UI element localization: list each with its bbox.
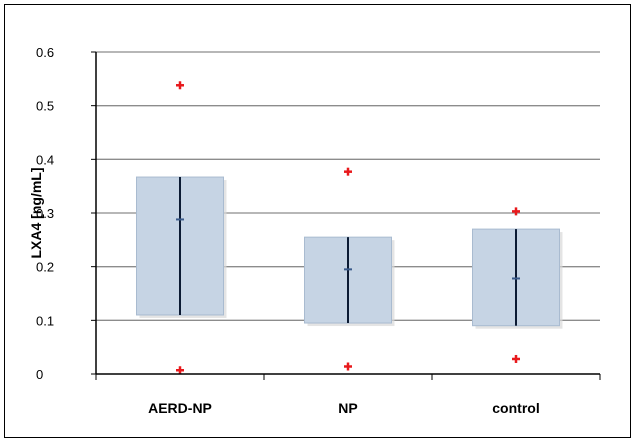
- y-tick-label: 0.6: [36, 45, 54, 60]
- max-marker: [344, 167, 352, 176]
- y-tick-label: 0.3: [36, 206, 54, 221]
- min-marker: [176, 366, 184, 375]
- x-category-label: control: [492, 400, 539, 416]
- box-group: [304, 167, 395, 371]
- max-marker: [176, 81, 184, 90]
- y-tick-label: 0: [36, 367, 43, 382]
- x-category-labels: AERD-NP NP control: [95, 374, 601, 416]
- y-tick-label: 0.2: [36, 260, 54, 275]
- max-marker: [512, 207, 520, 216]
- y-tick-label: 0.1: [36, 313, 54, 328]
- chart-frame: 0 0.1 0.2 0.3 0.4 0.5 0.6 AERD-NP NP control LXA…: [4, 4, 631, 438]
- y-tick-labels: 0 0.1 0.2 0.3 0.4 0.5 0.6: [36, 45, 96, 382]
- y-axis-title: LXA4 [ng/mL]: [28, 168, 44, 259]
- box-plot-chart: 0 0.1 0.2 0.3 0.4 0.5 0.6 AERD-NP NP control LXA…: [28, 45, 601, 416]
- y-tick-label: 0.4: [36, 152, 54, 167]
- boxes: [136, 81, 563, 375]
- x-category-label: AERD-NP: [148, 400, 212, 416]
- min-marker: [344, 362, 352, 371]
- box-group: [136, 81, 227, 375]
- box-group: [472, 207, 563, 363]
- min-marker: [512, 354, 520, 363]
- y-tick-label: 0.5: [36, 99, 54, 114]
- x-category-label: NP: [338, 400, 357, 416]
